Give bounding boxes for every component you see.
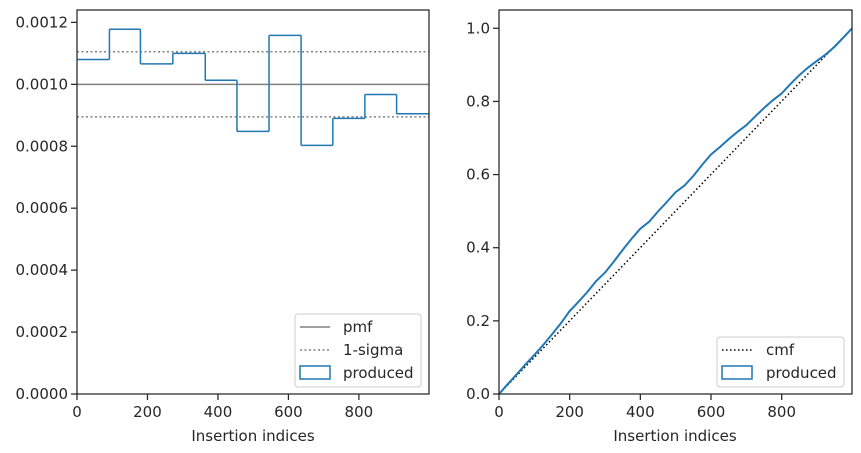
legend-produced-label: produced: [343, 364, 414, 382]
x-tick-label: 200: [555, 403, 584, 421]
produced-curve: [498, 27, 853, 395]
y-tick-label: 0.4: [466, 239, 490, 257]
y-tick-label: 0.0002: [16, 323, 69, 341]
legend: pmf 1-sigma produced: [294, 313, 422, 388]
legend-produced-patch: [299, 365, 331, 380]
y-tick-label: 0.0010: [16, 75, 69, 93]
cmf-panel: 0 200 400 600 800 0.0 0.2 0.4 0.6 0.8 1.0 Insertio…: [466, 9, 853, 445]
axes-frame: [498, 9, 853, 395]
x-tick-label: 600: [697, 403, 726, 421]
axes-frame: [76, 9, 430, 395]
x-axis-label: Insertion indices: [191, 427, 314, 445]
legend-pmf-label: pmf: [343, 318, 373, 336]
cmf-line: [498, 27, 853, 395]
y-tick-label: 1.0: [466, 19, 490, 37]
x-tick-label: 600: [274, 403, 303, 421]
y-tick-label: 0.0004: [16, 261, 69, 279]
legend-cmf-label: cmf: [766, 341, 795, 359]
x-tick-label: 0: [494, 403, 504, 421]
y-tick-label: 0.0008: [16, 137, 69, 155]
x-tick-label: 0: [72, 403, 82, 421]
legend-produced-patch: [721, 365, 753, 380]
y-tick-label: 0.2: [466, 312, 490, 330]
y-tick-label: 0.0000: [16, 385, 69, 403]
legend-box: [294, 313, 422, 388]
legend-box: [716, 336, 845, 388]
pmf-histogram-panel: 0 200 400 600 800 0.0000 0.0002 0.0004 0.0006 0.0…: [16, 9, 430, 445]
x-tick-label: 200: [133, 403, 162, 421]
y-tick-label: 0.0: [466, 385, 490, 403]
plot-area: [499, 10, 852, 394]
legend: cmf produced: [716, 336, 845, 388]
x-axis-label: Insertion indices: [613, 427, 736, 445]
x-tick-label: 400: [204, 403, 233, 421]
x-tick-label: 800: [345, 403, 374, 421]
y-tick-label: 0.0006: [16, 199, 69, 217]
legend-sigma-label: 1-sigma: [343, 341, 403, 359]
legend-produced-label: produced: [766, 364, 837, 382]
x-tick-label: 400: [626, 403, 655, 421]
y-tick-label: 0.8: [466, 92, 490, 110]
y-tick-label: 0.6: [466, 166, 490, 184]
x-tick-label: 800: [767, 403, 796, 421]
y-tick-label: 0.0012: [16, 13, 69, 31]
